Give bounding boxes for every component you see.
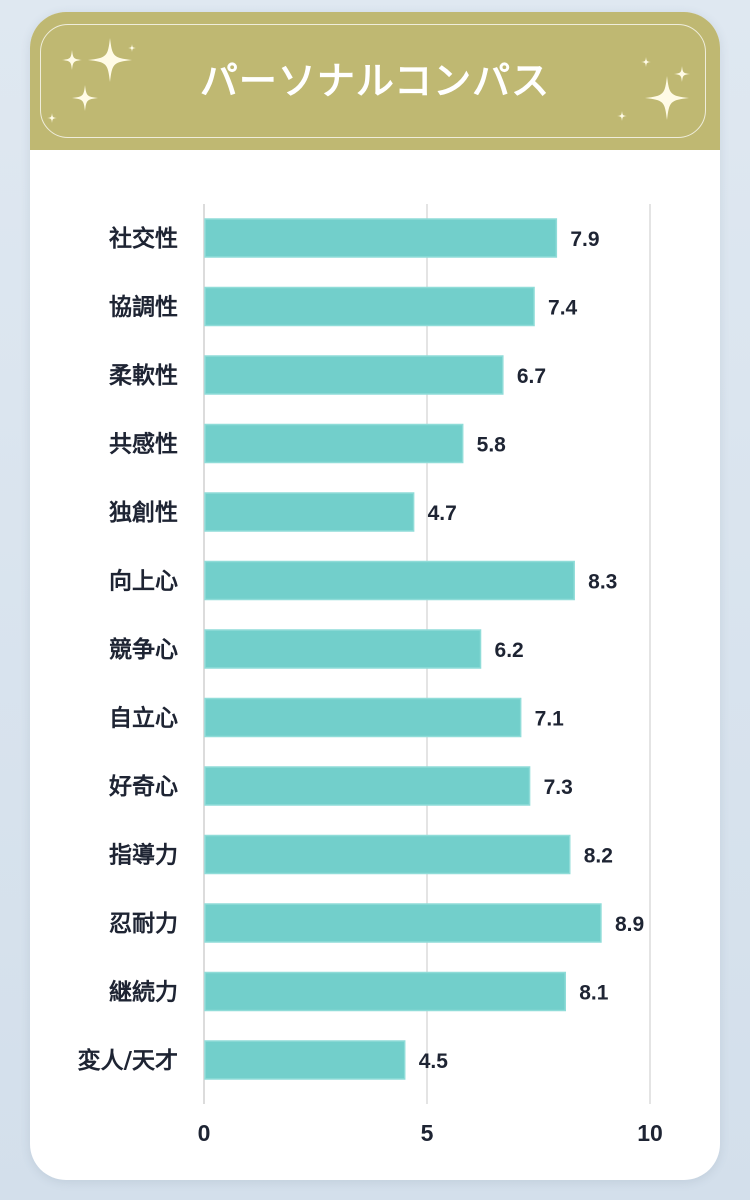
bar	[204, 560, 575, 601]
bar	[204, 286, 535, 327]
category-label: 好奇心	[108, 773, 178, 800]
value-label: 8.9	[615, 913, 644, 936]
category-label: 指導力	[109, 842, 178, 869]
value-label: 6.7	[517, 365, 546, 388]
chart-card: パーソナルコンパス 0 5 10 社交性 7.9 協調性 7.4 柔軟性 6.7 共感性 5.8 独創…	[30, 12, 720, 1180]
category-label: 柔軟性	[109, 362, 178, 389]
x-tick-label: 0	[198, 1120, 211, 1146]
value-label: 8.3	[588, 571, 617, 594]
category-label: 独創性	[109, 500, 178, 526]
labels: 0 5 10 社交性 7.9 協調性 7.4 柔軟性 6.7 共感性 5.8 独創性 4.7 向上心 8.3…	[78, 225, 663, 1146]
bar	[204, 971, 567, 1012]
header-frame	[40, 24, 706, 138]
value-label: 7.1	[535, 708, 565, 731]
x-tick-label: 10	[637, 1120, 663, 1146]
category-label: 自立心	[109, 705, 178, 732]
bar	[204, 629, 482, 669]
bar	[204, 903, 602, 943]
bar	[204, 834, 571, 875]
x-tick-label: 5	[421, 1120, 434, 1146]
bar	[204, 1040, 406, 1080]
category-label: 継続力	[109, 979, 178, 1006]
category-label: 協調性	[109, 294, 178, 321]
category-label: 向上心	[109, 568, 178, 595]
category-label: 社交性	[109, 225, 178, 252]
bar-chart: 0 5 10 社交性 7.9 協調性 7.4 柔軟性 6.7 共感性 5.8 独創性 4.7 向上心 8.3…	[78, 204, 663, 1146]
header-banner: パーソナルコンパス	[30, 12, 720, 150]
bar	[204, 766, 531, 806]
value-label: 6.2	[495, 639, 524, 662]
category-label: 忍耐力	[109, 911, 178, 937]
bar	[204, 218, 558, 258]
value-label: 7.9	[570, 228, 599, 251]
bar	[204, 355, 504, 395]
value-label: 8.1	[579, 982, 609, 1005]
value-label: 4.5	[419, 1050, 449, 1073]
bar	[204, 492, 415, 532]
value-label: 7.3	[544, 776, 573, 799]
bar	[204, 697, 522, 738]
value-label: 5.8	[477, 434, 507, 457]
value-label: 4.7	[428, 502, 457, 525]
bar	[204, 423, 464, 464]
value-label: 7.4	[548, 297, 578, 320]
category-label: 共感性	[109, 431, 178, 458]
bars	[204, 218, 602, 1080]
category-label: 競争心	[109, 636, 178, 663]
category-label: 変人/天才	[78, 1047, 178, 1074]
value-label: 8.2	[584, 845, 613, 868]
chart-title: パーソナルコンパス	[199, 59, 551, 103]
